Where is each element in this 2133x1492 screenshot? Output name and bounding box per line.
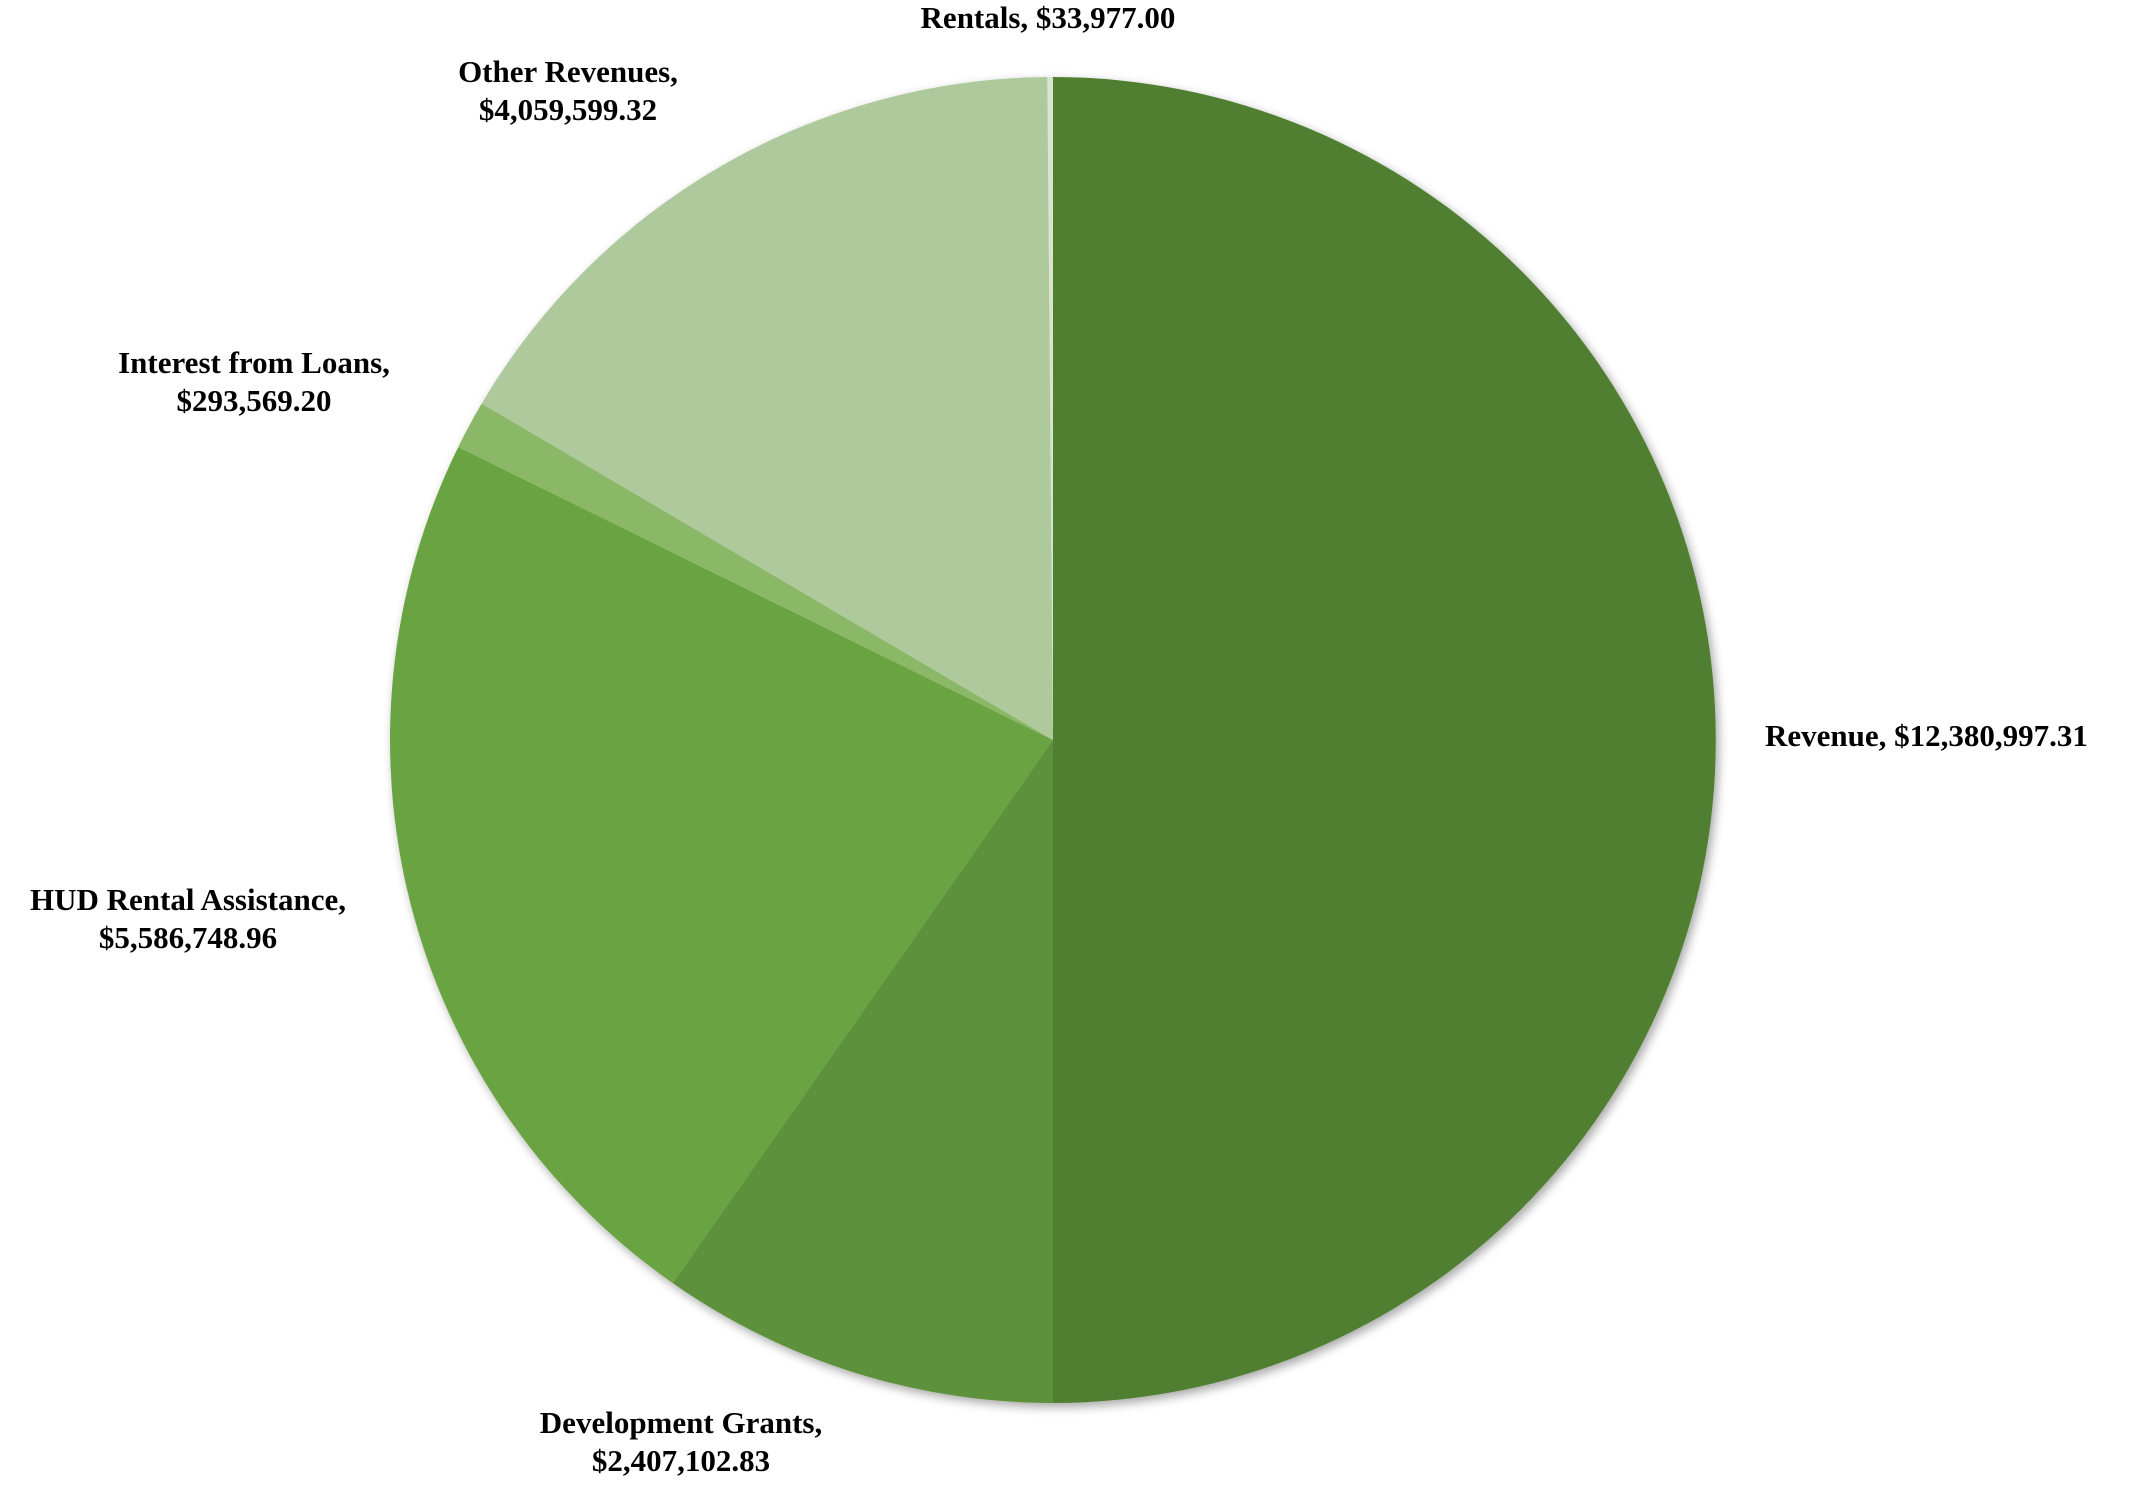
pie-slice-rentals <box>1047 76 1053 741</box>
data-label-revenue: Revenue, $12,380,997.31 <box>1765 718 2088 753</box>
pie-slice-hud-rental-assistance <box>390 447 1053 1284</box>
data-label-rentals: Rentals, $33,977.00 <box>921 0 1176 35</box>
data-label-hud-rental-assistance: HUD Rental Assistance, $5,586,748.96 <box>30 882 346 955</box>
data-label-other-revenues: Other Revenues, $4,059,599.32 <box>458 54 678 127</box>
pie-slice-development-grants <box>672 740 1053 1404</box>
pie-slice-interest-from-loans <box>458 403 1054 740</box>
pie-slices <box>390 76 1716 1404</box>
pie-slice-other-revenues <box>481 77 1053 740</box>
data-label-development-grants: Development Grants, $2,407,102.83 <box>540 1405 822 1478</box>
pie-slice-revenue <box>1053 77 1716 1403</box>
data-label-interest-from-loans: Interest from Loans, $293,569.20 <box>118 345 390 418</box>
pie-data-labels: Revenue, $12,380,997.31 Development Grant… <box>30 0 2088 1478</box>
